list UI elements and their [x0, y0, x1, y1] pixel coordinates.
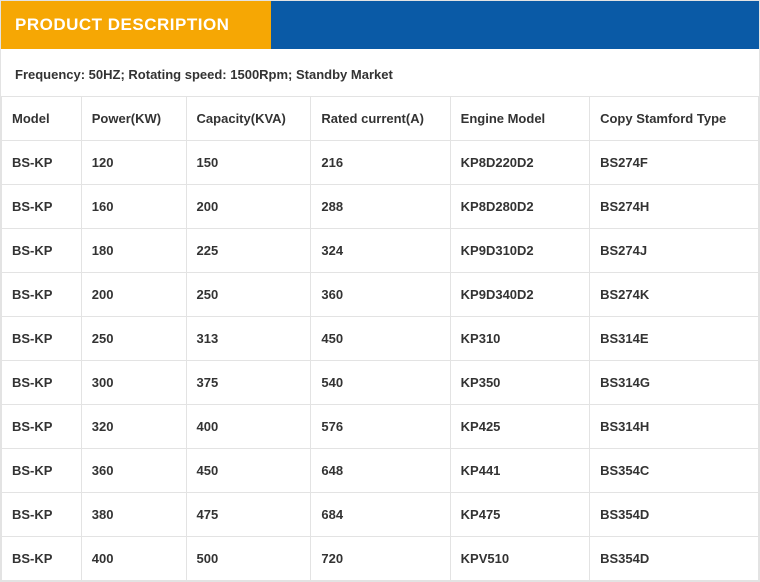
table-cell: 120 — [81, 141, 186, 185]
table-cell: BS-KP — [2, 273, 82, 317]
table-row: BS-KP360450648KP441BS354C — [2, 449, 759, 493]
table-row: BS-KP400500720KPV510BS354D — [2, 537, 759, 581]
spec-subheading: Frequency: 50HZ; Rotating speed: 1500Rpm… — [1, 49, 759, 96]
table-cell: KP425 — [450, 405, 589, 449]
table-cell: 250 — [186, 273, 311, 317]
table-cell: BS-KP — [2, 493, 82, 537]
table-cell: BS314G — [590, 361, 759, 405]
spec-table-body: BS-KP120150216KP8D220D2BS274FBS-KP160200… — [2, 141, 759, 581]
table-cell: BS354C — [590, 449, 759, 493]
table-cell: 360 — [81, 449, 186, 493]
table-cell: 180 — [81, 229, 186, 273]
table-cell: 540 — [311, 361, 450, 405]
table-cell: 720 — [311, 537, 450, 581]
table-cell: 500 — [186, 537, 311, 581]
table-cell: 450 — [311, 317, 450, 361]
table-cell: BS274J — [590, 229, 759, 273]
col-stamford-type: Copy Stamford Type — [590, 97, 759, 141]
table-cell: 450 — [186, 449, 311, 493]
table-cell: 200 — [81, 273, 186, 317]
table-cell: KP310 — [450, 317, 589, 361]
table-cell: BS274H — [590, 185, 759, 229]
table-cell: BS274F — [590, 141, 759, 185]
header-bar-fill — [271, 1, 759, 49]
table-row: BS-KP180225324KP9D310D2BS274J — [2, 229, 759, 273]
table-cell: 360 — [311, 273, 450, 317]
table-cell: BS-KP — [2, 141, 82, 185]
col-capacity: Capacity(KVA) — [186, 97, 311, 141]
table-row: BS-KP120150216KP8D220D2BS274F — [2, 141, 759, 185]
table-cell: KP350 — [450, 361, 589, 405]
col-engine-model: Engine Model — [450, 97, 589, 141]
table-cell: 250 — [81, 317, 186, 361]
table-cell: BS-KP — [2, 229, 82, 273]
table-cell: 225 — [186, 229, 311, 273]
table-row: BS-KP250313450KP310BS314E — [2, 317, 759, 361]
table-cell: BS354D — [590, 493, 759, 537]
col-model: Model — [2, 97, 82, 141]
spec-table: Model Power(KW) Capacity(KVA) Rated curr… — [1, 96, 759, 581]
table-cell: KP9D310D2 — [450, 229, 589, 273]
table-cell: 400 — [81, 537, 186, 581]
table-row: BS-KP320400576KP425BS314H — [2, 405, 759, 449]
table-cell: 300 — [81, 361, 186, 405]
table-cell: KPV510 — [450, 537, 589, 581]
col-rated-current: Rated current(A) — [311, 97, 450, 141]
table-cell: BS314E — [590, 317, 759, 361]
table-cell: 320 — [81, 405, 186, 449]
table-cell: 375 — [186, 361, 311, 405]
table-cell: KP8D220D2 — [450, 141, 589, 185]
table-cell: 150 — [186, 141, 311, 185]
table-cell: BS-KP — [2, 361, 82, 405]
table-cell: 200 — [186, 185, 311, 229]
table-cell: 160 — [81, 185, 186, 229]
table-cell: 648 — [311, 449, 450, 493]
product-description-panel: PRODUCT DESCRIPTION Frequency: 50HZ; Rot… — [0, 0, 760, 582]
table-cell: 288 — [311, 185, 450, 229]
table-cell: KP9D340D2 — [450, 273, 589, 317]
table-cell: KP441 — [450, 449, 589, 493]
table-row: BS-KP380475684KP475BS354D — [2, 493, 759, 537]
table-cell: BS-KP — [2, 449, 82, 493]
col-power: Power(KW) — [81, 97, 186, 141]
header-bar: PRODUCT DESCRIPTION — [1, 1, 759, 49]
table-cell: BS-KP — [2, 185, 82, 229]
table-cell: 684 — [311, 493, 450, 537]
spec-table-head: Model Power(KW) Capacity(KVA) Rated curr… — [2, 97, 759, 141]
table-cell: 313 — [186, 317, 311, 361]
table-cell: BS314H — [590, 405, 759, 449]
table-cell: KP475 — [450, 493, 589, 537]
header-title: PRODUCT DESCRIPTION — [1, 1, 271, 49]
table-cell: 475 — [186, 493, 311, 537]
table-cell: 216 — [311, 141, 450, 185]
table-row: BS-KP300375540KP350BS314G — [2, 361, 759, 405]
table-cell: BS-KP — [2, 317, 82, 361]
table-cell: 380 — [81, 493, 186, 537]
table-cell: 400 — [186, 405, 311, 449]
table-cell: BS-KP — [2, 405, 82, 449]
table-cell: KP8D280D2 — [450, 185, 589, 229]
table-cell: BS354D — [590, 537, 759, 581]
table-cell: BS-KP — [2, 537, 82, 581]
table-cell: 576 — [311, 405, 450, 449]
table-cell: 324 — [311, 229, 450, 273]
table-cell: BS274K — [590, 273, 759, 317]
spec-table-header-row: Model Power(KW) Capacity(KVA) Rated curr… — [2, 97, 759, 141]
table-row: BS-KP200250360KP9D340D2BS274K — [2, 273, 759, 317]
table-row: BS-KP160200288KP8D280D2BS274H — [2, 185, 759, 229]
